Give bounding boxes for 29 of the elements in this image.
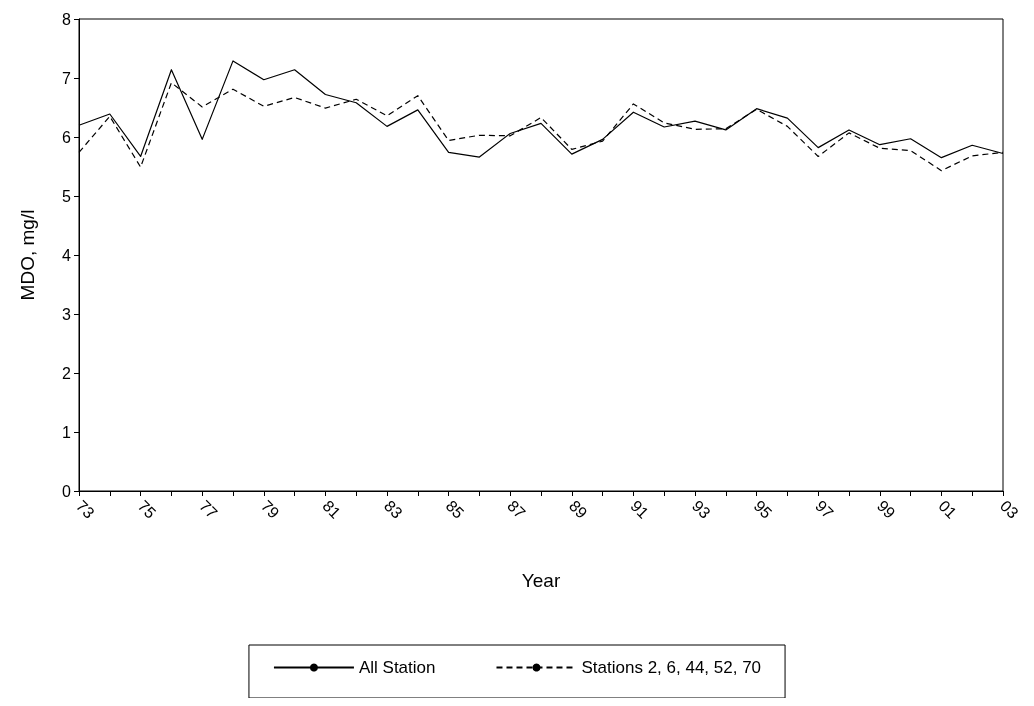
- legend-label: All Station: [358, 658, 436, 677]
- y-tick-label: 2: [62, 364, 72, 382]
- x-tick-label: 91: [627, 496, 653, 522]
- y-tick-label: 0: [62, 482, 72, 500]
- x-axis-title: Year: [521, 570, 561, 591]
- y-tick-label: 1: [62, 423, 72, 441]
- y-tick-label: 4: [62, 246, 72, 264]
- x-tick-label: 97: [812, 496, 837, 522]
- x-tick-label: 87: [504, 496, 529, 522]
- x-tick-label: 83: [380, 496, 406, 522]
- x-tick-label: 73: [72, 496, 98, 522]
- x-tick-label: 93: [688, 496, 714, 522]
- y-tick-label: 8: [62, 10, 72, 28]
- y-tick-label: 6: [62, 128, 72, 146]
- x-tick-label: 03: [996, 496, 1022, 522]
- x-tick-label: 79: [257, 496, 283, 522]
- x-tick-label: 99: [873, 496, 899, 522]
- x-tick-label: 89: [565, 496, 591, 522]
- y-tick-label: 5: [62, 187, 72, 205]
- x-tick-label: 75: [134, 496, 160, 522]
- x-tick-label: 01: [935, 496, 961, 522]
- x-tick-label: 85: [442, 496, 468, 522]
- legend-label: Stations 2, 6, 44, 52, 70: [581, 658, 762, 677]
- y-tick-label: 7: [62, 69, 72, 87]
- x-tick-label: 77: [196, 496, 221, 522]
- y-tick-label: 3: [62, 305, 72, 323]
- x-tick-label: 95: [750, 496, 776, 522]
- x-tick-label: 81: [319, 496, 345, 522]
- y-axis-title: MDO, mg/l: [17, 209, 38, 301]
